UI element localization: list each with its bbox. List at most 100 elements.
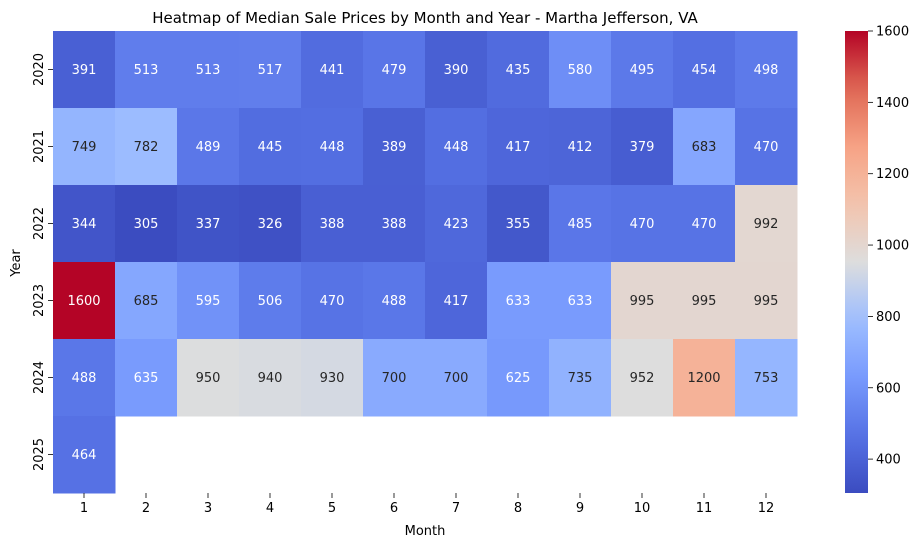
heatmap-cell bbox=[53, 185, 116, 263]
heatmap-cell bbox=[53, 108, 116, 186]
cell-value-label: 464 bbox=[72, 448, 97, 463]
cell-value-label: 388 bbox=[382, 217, 407, 232]
cell-value-label: 435 bbox=[506, 63, 531, 78]
cell-value-label: 448 bbox=[444, 140, 469, 155]
cell-value-label: 513 bbox=[134, 63, 159, 78]
heatmap-cell bbox=[177, 262, 240, 340]
cell-value-label: 749 bbox=[72, 140, 97, 155]
heatmap-cell bbox=[53, 416, 116, 494]
y-tick-label: 2024 bbox=[32, 361, 47, 394]
x-axis-label: Month bbox=[405, 524, 446, 539]
cell-value-label: 448 bbox=[320, 140, 345, 155]
chart-title: Heatmap of Median Sale Prices by Month a… bbox=[152, 9, 698, 27]
heatmap-cell bbox=[301, 185, 364, 263]
heatmap-cell bbox=[177, 108, 240, 186]
cell-value-label: 513 bbox=[196, 63, 221, 78]
cell-value-label: 423 bbox=[444, 217, 469, 232]
heatmap-cell bbox=[673, 339, 736, 417]
cell-value-label: 391 bbox=[72, 63, 97, 78]
x-tick-label: 5 bbox=[328, 501, 336, 516]
heatmap-cell bbox=[239, 31, 302, 109]
cell-value-label: 470 bbox=[630, 217, 655, 232]
heatmap-cell bbox=[239, 339, 302, 417]
heatmap-cell bbox=[673, 185, 736, 263]
cell-value-label: 940 bbox=[258, 371, 283, 386]
heatmap-cell bbox=[301, 108, 364, 186]
cell-value-label: 412 bbox=[568, 140, 593, 155]
heatmap-cell bbox=[487, 108, 550, 186]
x-tick-label: 7 bbox=[452, 501, 460, 516]
heatmap-cell bbox=[487, 31, 550, 109]
y-axis-label: Year bbox=[9, 249, 24, 278]
cell-value-label: 445 bbox=[258, 140, 283, 155]
heatmap-cell bbox=[115, 185, 178, 263]
cell-value-label: 479 bbox=[382, 63, 407, 78]
heatmap-cell bbox=[239, 262, 302, 340]
cell-value-label: 685 bbox=[134, 294, 159, 309]
cell-value-label: 952 bbox=[630, 371, 655, 386]
cell-value-label: 379 bbox=[630, 140, 655, 155]
heatmap-cell bbox=[301, 31, 364, 109]
heatmap-cell bbox=[673, 31, 736, 109]
heatmap-cell bbox=[177, 31, 240, 109]
cell-value-label: 344 bbox=[72, 217, 97, 232]
cell-value-label: 470 bbox=[692, 217, 717, 232]
colorbar-tick-label: 400 bbox=[876, 453, 901, 468]
heatmap-cell bbox=[735, 31, 798, 109]
cell-value-label: 506 bbox=[258, 294, 283, 309]
colorbar-tick-label: 600 bbox=[876, 381, 901, 396]
heatmap-cell bbox=[115, 262, 178, 340]
heatmap-cell bbox=[425, 185, 488, 263]
heatmap-cell bbox=[239, 108, 302, 186]
heatmap-cell bbox=[611, 108, 674, 186]
heatmap-cell bbox=[611, 185, 674, 263]
cell-value-label: 441 bbox=[320, 63, 345, 78]
heatmap-cell bbox=[177, 339, 240, 417]
heatmap-cell bbox=[735, 339, 798, 417]
heatmap-cell bbox=[611, 31, 674, 109]
heatmap-cell bbox=[611, 339, 674, 417]
x-tick-label: 1 bbox=[80, 501, 88, 516]
cell-value-label: 950 bbox=[196, 371, 221, 386]
cell-value-label: 355 bbox=[506, 217, 531, 232]
y-tick-label: 2025 bbox=[32, 438, 47, 471]
colorbar-tick-label: 1200 bbox=[876, 167, 909, 182]
heatmap-cell bbox=[115, 31, 178, 109]
heatmap-cell bbox=[425, 31, 488, 109]
heatmap-cell bbox=[363, 185, 426, 263]
heatmap-cell bbox=[363, 262, 426, 340]
heatmap-cell bbox=[549, 108, 612, 186]
cell-value-label: 417 bbox=[444, 294, 469, 309]
cell-value-label: 470 bbox=[754, 140, 779, 155]
cell-value-label: 995 bbox=[754, 294, 779, 309]
y-tick-label: 2021 bbox=[32, 130, 47, 163]
heatmap-cell bbox=[673, 108, 736, 186]
cell-value-label: 683 bbox=[692, 140, 717, 155]
cell-value-label: 580 bbox=[568, 63, 593, 78]
heatmap-cell bbox=[487, 185, 550, 263]
heatmap-cell bbox=[53, 31, 116, 109]
heatmap-cell bbox=[363, 108, 426, 186]
y-tick-label: 2022 bbox=[32, 207, 47, 240]
cell-value-label: 517 bbox=[258, 63, 283, 78]
cell-value-label: 498 bbox=[754, 63, 779, 78]
heatmap-cell bbox=[735, 262, 798, 340]
y-axis: 2020 2021 2022 2023 2024 2025 bbox=[32, 53, 53, 471]
heatmap-cell bbox=[53, 262, 116, 340]
x-axis: 1 2 3 4 5 6 7 8 9 10 11 12 bbox=[80, 493, 774, 516]
cell-value-label: 488 bbox=[72, 371, 97, 386]
heatmap-cell bbox=[735, 108, 798, 186]
cell-value-label: 753 bbox=[754, 371, 779, 386]
x-tick-label: 3 bbox=[204, 501, 212, 516]
x-tick-label: 2 bbox=[142, 501, 150, 516]
cell-value-label: 735 bbox=[568, 371, 593, 386]
cell-value-label: 495 bbox=[630, 63, 655, 78]
cell-value-label: 389 bbox=[382, 140, 407, 155]
x-tick-label: 12 bbox=[758, 501, 775, 516]
colorbar-tick-label: 1600 bbox=[876, 25, 909, 40]
x-tick-label: 8 bbox=[514, 501, 522, 516]
y-tick-label: 2023 bbox=[32, 284, 47, 317]
cell-value-label: 337 bbox=[196, 217, 221, 232]
heatmap-cell bbox=[53, 339, 116, 417]
